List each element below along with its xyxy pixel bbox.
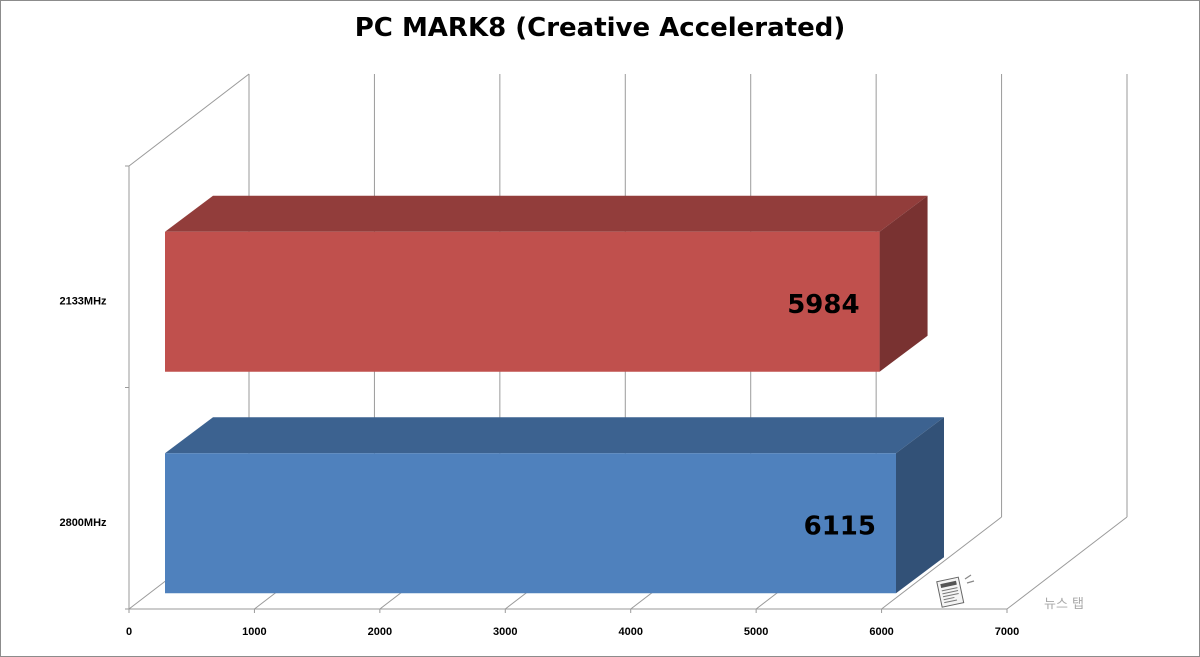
x-tick-label: 2000 (368, 626, 392, 638)
y-axis-categories: 2133MHz 2800MHz (59, 296, 107, 530)
floor-gridline (1006, 516, 1128, 610)
x-tick-label: 6000 (869, 626, 893, 638)
chart-walls (125, 73, 1007, 610)
category-label: 2800MHz (59, 517, 107, 529)
bar-top-face (165, 195, 928, 232)
chart-title: PC MARK8 (Creative Accelerated) (354, 13, 846, 43)
x-tick-label: 7000 (995, 626, 1019, 638)
bar-side-face (895, 417, 944, 594)
side-wall-top-edge (128, 73, 250, 167)
x-tick-label: 1000 (242, 626, 266, 638)
x-tick-label: 0 (126, 626, 132, 638)
bar-front-face (165, 231, 880, 372)
data-label: 6115 (804, 511, 876, 541)
newspaper-icon (936, 574, 975, 608)
x-tick-label: 3000 (493, 626, 517, 638)
floor-gridline (881, 516, 1002, 610)
x-tick-label: 4000 (618, 626, 642, 638)
bar-side-face (879, 195, 928, 372)
bar-2133MHz (165, 195, 928, 372)
category-label: 2133MHz (59, 296, 107, 308)
x-axis-ticks: 0 1000 2000 3000 4000 5000 6000 7000 (126, 609, 1019, 638)
bar-front-face (165, 453, 896, 594)
bar-2800MHz (165, 417, 944, 594)
bars (165, 195, 944, 594)
watermark-text: 뉴스 탭 (1044, 597, 1085, 612)
bar-top-face (165, 417, 944, 454)
data-label: 5984 (787, 290, 859, 320)
data-labels: 5984 6115 (787, 290, 876, 542)
x-tick-label: 5000 (744, 626, 768, 638)
